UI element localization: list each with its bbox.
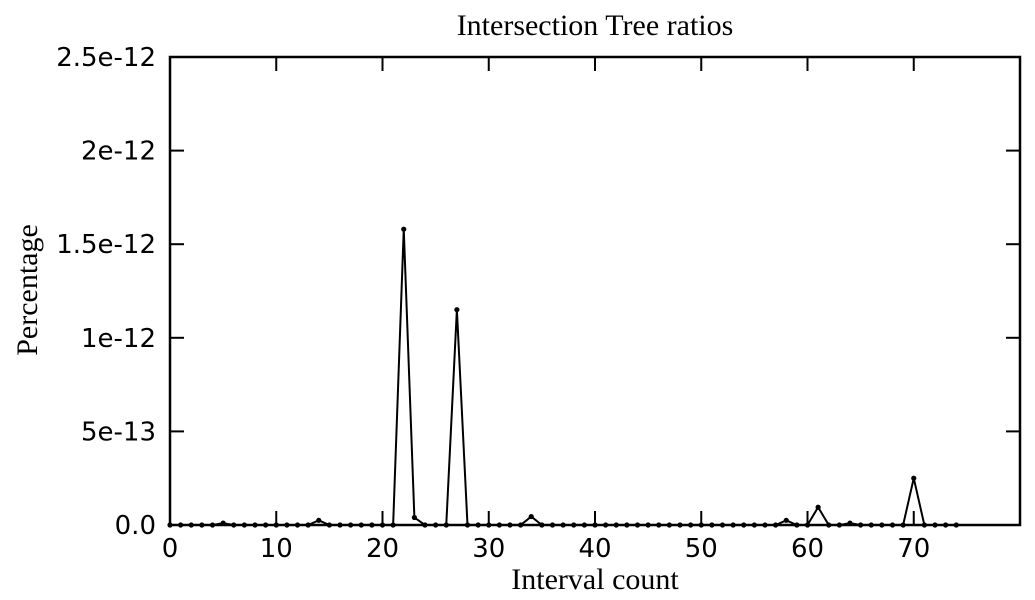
data-point bbox=[624, 522, 630, 528]
data-point bbox=[284, 522, 290, 528]
plot-area: 0 10 20 30 40 50 60 70 0.0 5e-13 1e-12 1.5e-12 2e-12… bbox=[56, 43, 1022, 564]
data-point bbox=[730, 522, 736, 528]
data-point bbox=[390, 522, 396, 528]
data-point bbox=[348, 522, 354, 528]
data-point bbox=[571, 522, 577, 528]
data-point bbox=[741, 522, 747, 528]
data-point bbox=[921, 522, 927, 528]
x-tick-label: 70 bbox=[897, 534, 930, 564]
data-point bbox=[475, 522, 481, 528]
data-point bbox=[199, 522, 205, 528]
data-point bbox=[826, 522, 832, 528]
data-point bbox=[645, 522, 651, 528]
data-point bbox=[209, 522, 216, 528]
plot-frame bbox=[168, 55, 1022, 527]
y-tick-label: 1.5e-12 bbox=[56, 230, 156, 260]
data-point bbox=[847, 520, 853, 526]
data-point bbox=[167, 522, 173, 528]
data-point bbox=[273, 522, 279, 528]
x-tick-label: 20 bbox=[366, 534, 399, 564]
data-point bbox=[634, 522, 641, 528]
data-point bbox=[486, 522, 492, 528]
data-point bbox=[252, 522, 258, 528]
data-point bbox=[518, 522, 524, 528]
data-point bbox=[783, 517, 789, 523]
y-axis-label: Percentage bbox=[11, 224, 44, 356]
x-tick-label: 60 bbox=[791, 534, 824, 564]
data-point bbox=[858, 522, 864, 528]
chart-title: Intersection Tree ratios bbox=[457, 9, 734, 42]
data-point bbox=[560, 522, 566, 528]
data-point bbox=[422, 522, 428, 528]
data-point bbox=[911, 475, 917, 481]
data-point bbox=[241, 522, 247, 528]
x-tick-label: 50 bbox=[685, 534, 718, 564]
data-point bbox=[773, 522, 779, 528]
data-point bbox=[433, 522, 439, 528]
data-point bbox=[751, 522, 757, 528]
data-point bbox=[804, 522, 811, 528]
data-point bbox=[943, 522, 949, 528]
data-point bbox=[305, 522, 311, 528]
data-point bbox=[220, 520, 226, 526]
y-tick-label: 1e-12 bbox=[81, 324, 156, 354]
data-point bbox=[953, 522, 959, 528]
x-tick-label: 40 bbox=[578, 534, 611, 564]
x-tick-label: 10 bbox=[260, 534, 293, 564]
data-point bbox=[836, 522, 842, 528]
y-tick-label: 0.0 bbox=[115, 511, 156, 541]
data-point bbox=[698, 522, 704, 528]
data-point bbox=[709, 522, 715, 528]
data-point bbox=[889, 522, 896, 528]
data-point bbox=[762, 522, 768, 528]
x-axis-label: Interval count bbox=[511, 563, 679, 596]
data-point bbox=[294, 522, 301, 528]
data-point bbox=[337, 522, 343, 528]
data-point bbox=[868, 522, 874, 528]
data-point bbox=[539, 522, 545, 528]
data-point bbox=[677, 522, 683, 528]
data-point bbox=[369, 522, 375, 528]
data-point bbox=[613, 522, 619, 528]
data-point bbox=[454, 307, 460, 313]
data-point bbox=[549, 522, 556, 528]
data-point bbox=[932, 522, 938, 528]
data-point bbox=[188, 522, 194, 528]
y-tick-label: 2e-12 bbox=[81, 137, 156, 167]
data-point bbox=[815, 504, 821, 510]
data-point bbox=[326, 522, 332, 528]
data-point bbox=[656, 522, 662, 528]
data-point bbox=[688, 522, 694, 528]
data-point bbox=[719, 522, 726, 528]
data-point bbox=[900, 522, 906, 528]
series-line bbox=[170, 229, 957, 526]
data-point bbox=[443, 522, 449, 528]
data-point bbox=[316, 517, 322, 523]
data-point bbox=[401, 226, 407, 232]
data-point bbox=[794, 522, 800, 528]
data-point bbox=[879, 522, 885, 528]
data-point bbox=[507, 522, 513, 528]
data-point bbox=[178, 522, 184, 528]
y-tick-label: 2.5e-12 bbox=[56, 43, 156, 73]
y-tick-label: 5e-13 bbox=[81, 417, 156, 447]
data-point bbox=[379, 522, 386, 528]
data-point bbox=[666, 522, 672, 528]
x-tick-label: 0 bbox=[162, 534, 179, 564]
data-point bbox=[528, 513, 534, 520]
data-point bbox=[358, 522, 364, 528]
data-point bbox=[581, 522, 587, 528]
data-point bbox=[603, 522, 609, 528]
data-point bbox=[411, 514, 417, 521]
data-point bbox=[231, 522, 237, 528]
data-point bbox=[464, 522, 471, 528]
x-tick-label: 30 bbox=[472, 534, 505, 564]
data-point bbox=[592, 522, 598, 528]
data-point bbox=[496, 522, 502, 528]
data-point bbox=[263, 522, 269, 528]
